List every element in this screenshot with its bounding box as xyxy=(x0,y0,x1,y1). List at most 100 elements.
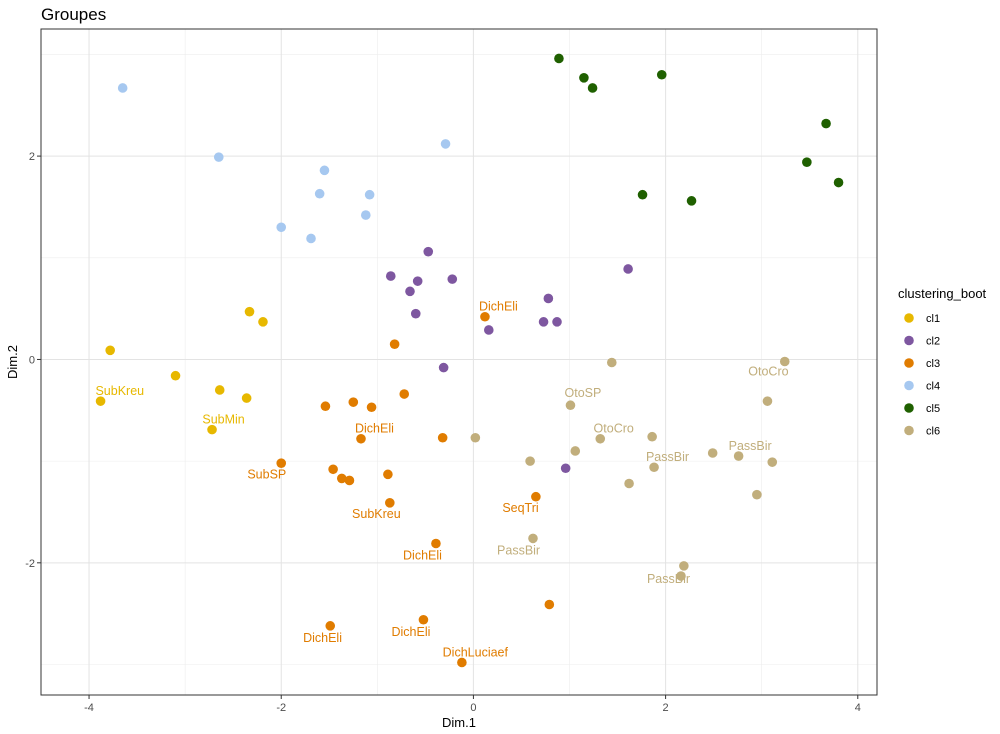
data-point-cl3 xyxy=(418,614,429,625)
data-point-cl5 xyxy=(637,189,648,200)
legend-label-cl6: cl6 xyxy=(926,426,940,438)
point-label: OtoCro xyxy=(594,422,634,436)
data-point-cl6 xyxy=(752,489,762,500)
data-point-cl5 xyxy=(656,69,667,80)
y-tick-label: 0 xyxy=(29,354,35,366)
panel-border xyxy=(40,28,878,696)
data-point-cl6 xyxy=(679,561,689,571)
data-point-cl1 xyxy=(170,370,181,381)
data-point-cl6 xyxy=(528,533,538,544)
legend-label-cl5: cl5 xyxy=(926,403,940,415)
data-point-cl3 xyxy=(383,469,393,480)
data-point-cl6 xyxy=(779,356,790,367)
data-point-cl3 xyxy=(344,475,355,486)
data-point-cl3 xyxy=(431,538,441,549)
data-point-cl5 xyxy=(579,73,589,83)
data-point-cl6 xyxy=(707,448,718,458)
data-point-cl6 xyxy=(525,456,535,466)
data-point-cl6 xyxy=(767,457,778,467)
point-label: SubSP xyxy=(247,467,286,481)
point-label: OtoCro xyxy=(748,365,788,379)
data-point-cl6 xyxy=(762,396,773,406)
legend-key-cl2 xyxy=(904,335,914,346)
data-point-cl6 xyxy=(733,451,744,461)
point-label: SeqTri xyxy=(502,501,538,515)
data-point-cl3 xyxy=(480,311,490,322)
data-point-cl3 xyxy=(399,389,410,399)
data-point-cl2 xyxy=(447,274,458,284)
y-axis-label: Dim.2 xyxy=(5,345,20,379)
data-point-cl2 xyxy=(552,317,562,327)
data-point-cl3 xyxy=(325,621,336,631)
x-tick-label: 2 xyxy=(663,702,669,714)
data-point-cl2 xyxy=(385,271,396,281)
legend-label-cl3: cl3 xyxy=(926,358,940,370)
data-point-cl3 xyxy=(544,599,555,610)
point-label: DichEli xyxy=(303,631,342,645)
data-point-cl2 xyxy=(438,362,449,373)
data-point-cl3 xyxy=(385,498,395,508)
data-point-cl2 xyxy=(410,308,421,319)
legend-label-cl2: cl2 xyxy=(926,336,940,348)
data-point-cl3 xyxy=(389,339,400,350)
data-point-cl4 xyxy=(314,188,325,199)
x-tick-label: -2 xyxy=(276,702,286,714)
data-point-cl3 xyxy=(457,657,467,668)
point-label: DichEli xyxy=(403,549,442,563)
legend-label-cl4: cl4 xyxy=(926,381,940,393)
data-point-cl6 xyxy=(676,571,686,581)
data-point-cl5 xyxy=(833,177,844,188)
data-point-cl6 xyxy=(606,357,617,368)
data-point-cl4 xyxy=(306,233,316,244)
data-point-cl6 xyxy=(647,431,657,442)
data-point-cl1 xyxy=(241,393,252,403)
data-point-cl5 xyxy=(686,196,697,206)
data-point-cl3 xyxy=(356,433,366,444)
point-label: DichEli xyxy=(355,422,394,436)
point-label: SubKreu xyxy=(95,384,144,398)
data-point-cl6 xyxy=(470,432,481,443)
data-point-cl3 xyxy=(531,491,541,502)
data-point-cl2 xyxy=(538,317,549,327)
point-label: PassBir xyxy=(497,544,540,558)
data-point-cl5 xyxy=(554,53,564,64)
legend: clustering_boot cl1 cl2 cl3 cl4 cl5 cl6 xyxy=(898,286,987,438)
data-point-cl6 xyxy=(565,400,576,411)
data-point-cl2 xyxy=(483,325,494,335)
data-point-cl5 xyxy=(821,118,831,129)
data-point-cl1 xyxy=(95,396,106,406)
data-point-cl4 xyxy=(319,165,330,176)
x-tick-label: 4 xyxy=(855,702,861,714)
legend-key-cl4 xyxy=(904,380,914,391)
data-point-cl1 xyxy=(258,317,268,327)
x-tick-label: -4 xyxy=(84,702,94,714)
x-tick-label: 0 xyxy=(470,702,476,714)
data-point-cl2 xyxy=(412,276,423,286)
chart-title: Groupes xyxy=(41,5,106,24)
point-label: PassBir xyxy=(729,439,772,453)
legend-title: clustering_boot xyxy=(898,286,987,301)
point-label: DichLuciaef xyxy=(443,645,509,659)
data-point-cl3 xyxy=(336,473,347,484)
data-point-cl6 xyxy=(595,433,606,444)
data-point-cl2 xyxy=(405,286,415,297)
data-point-cl5 xyxy=(802,157,812,167)
legend-key-cl1 xyxy=(904,313,914,323)
data-point-cl1 xyxy=(105,345,115,356)
data-point-cl3 xyxy=(366,402,377,413)
data-point-cl4 xyxy=(276,222,287,233)
data-point-cl4 xyxy=(440,139,451,149)
data-point-cl2 xyxy=(560,463,571,474)
data-point-cl4 xyxy=(360,210,371,220)
data-point-cl3 xyxy=(328,464,338,475)
data-point-cl4 xyxy=(117,83,128,93)
legend-key-cl3 xyxy=(904,358,914,368)
legend-label-cl1: cl1 xyxy=(926,313,940,325)
data-point-cl2 xyxy=(543,293,554,304)
data-point-cl3 xyxy=(437,432,448,443)
data-point-cl6 xyxy=(649,462,659,473)
data-point-cl1 xyxy=(214,385,225,395)
x-axis-label: Dim.1 xyxy=(442,715,476,730)
legend-key-cl5 xyxy=(904,403,914,413)
data-point-cl2 xyxy=(423,246,434,257)
